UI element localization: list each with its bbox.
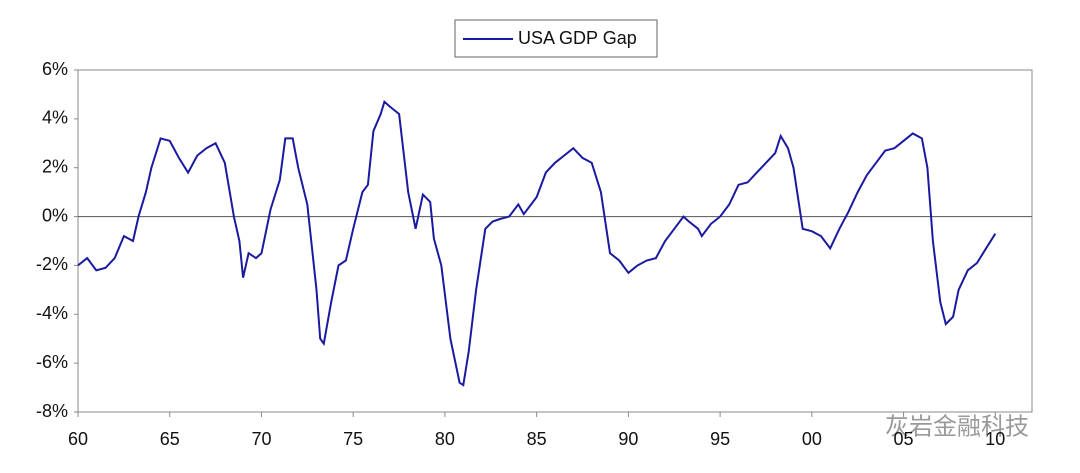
x-tick-label: 10 [985, 429, 1005, 449]
x-tick-label: 90 [618, 429, 638, 449]
y-tick-label: -4% [36, 303, 68, 323]
x-tick-label: 05 [894, 429, 914, 449]
watermark: 灰岩金融科技 [885, 413, 1029, 440]
x-tick-label: 80 [435, 429, 455, 449]
legend-label: USA GDP Gap [518, 28, 637, 48]
y-tick-label: -8% [36, 401, 68, 421]
y-tick-label: -6% [36, 352, 68, 372]
x-tick-label: 85 [527, 429, 547, 449]
x-tick-label: 65 [160, 429, 180, 449]
plot-frame [77, 69, 1033, 413]
y-tick-label: 6% [42, 59, 68, 79]
x-tick-label: 95 [710, 429, 730, 449]
y-tick-label: -2% [36, 254, 68, 274]
y-tick-label: 0% [42, 205, 68, 225]
x-tick-label: 75 [343, 429, 363, 449]
data-line [77, 100, 997, 387]
x-tick-label: 00 [802, 429, 822, 449]
x-tick-label: 60 [68, 429, 88, 449]
y-tick-label: 2% [42, 156, 68, 176]
y-tick-label: 4% [42, 108, 68, 128]
x-tick-label: 70 [251, 429, 271, 449]
